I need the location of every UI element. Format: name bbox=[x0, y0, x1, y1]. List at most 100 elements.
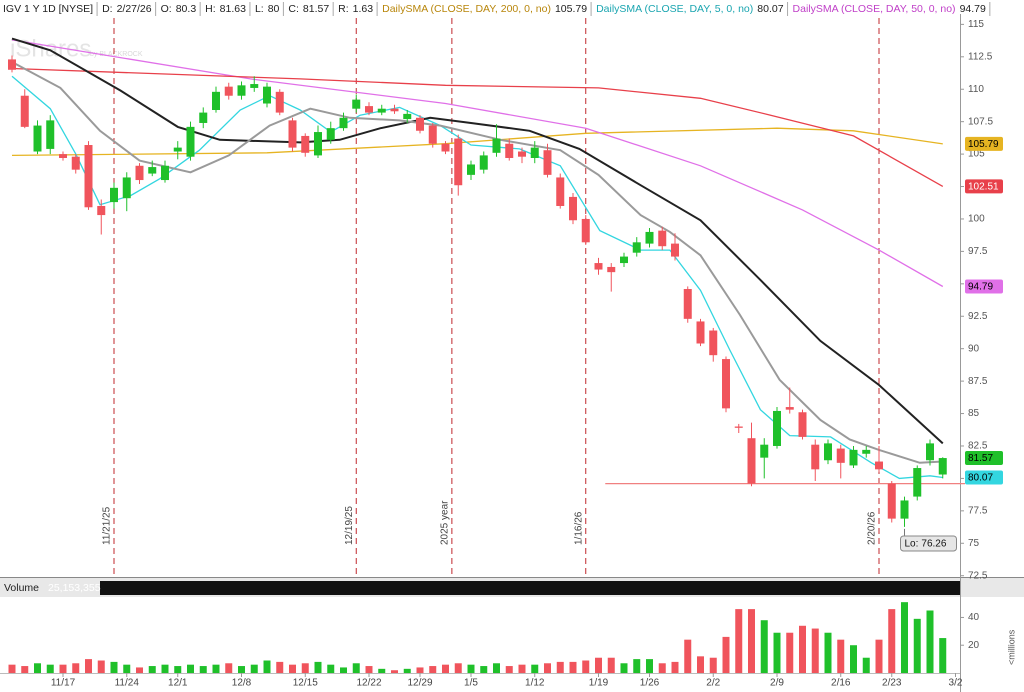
y-tick-label: 20 bbox=[968, 640, 980, 651]
volume-bar bbox=[187, 664, 194, 673]
candle-body bbox=[33, 125, 42, 152]
volume-bar bbox=[939, 638, 947, 673]
x-tick-label: 12/15 bbox=[293, 678, 318, 689]
y-tick-label: 105 bbox=[968, 149, 985, 160]
candle-body bbox=[530, 147, 539, 158]
volume-bar bbox=[658, 663, 666, 673]
volume-bar bbox=[378, 668, 386, 673]
legend-entry: DailySMA (CLOSE, DAY, 200, 0, no) bbox=[382, 3, 551, 15]
symbol: IGV 1 Y 1D [NYSE] bbox=[3, 3, 93, 15]
candle-body bbox=[224, 86, 233, 96]
x-tick-label: 1/12 bbox=[525, 678, 545, 689]
plot-area: 11/21/25 12/19/25 2025 year 1/16/26 2/20/26 L… bbox=[8, 18, 965, 673]
candle-body bbox=[581, 218, 590, 243]
y-tick-label: 82.5 bbox=[968, 441, 988, 452]
sma-bubble-bg bbox=[965, 279, 1003, 294]
volume-bar bbox=[442, 664, 449, 673]
volume-bar bbox=[913, 618, 921, 673]
candle-body bbox=[186, 126, 195, 157]
candle-body bbox=[173, 147, 182, 152]
candle-body bbox=[148, 167, 157, 174]
volume-bar bbox=[327, 664, 335, 673]
event-label: 11/21/25 bbox=[102, 506, 113, 545]
x-tick-label: 3/2 bbox=[949, 678, 963, 689]
candle-body bbox=[390, 108, 399, 112]
y-tick-label: 100 bbox=[968, 214, 985, 225]
volume-bar bbox=[480, 666, 488, 673]
candle-body bbox=[20, 95, 29, 127]
volume-bar bbox=[684, 639, 692, 673]
candle-body bbox=[428, 125, 437, 144]
volume-bar bbox=[276, 661, 284, 673]
sma-line bbox=[11, 39, 944, 288]
volume-bar bbox=[786, 632, 794, 673]
volume-header-bar bbox=[100, 581, 960, 595]
x-tick-label: 1/19 bbox=[589, 678, 609, 689]
volume-bar bbox=[544, 663, 551, 673]
volume-bar bbox=[582, 660, 590, 673]
y-tick-label: 115 bbox=[968, 19, 984, 30]
sma-bubble: 94.79 bbox=[968, 282, 993, 293]
volume-bar bbox=[837, 639, 845, 673]
candle-body bbox=[862, 449, 871, 454]
low-label: Lo: bbox=[905, 539, 919, 550]
volume-bar bbox=[250, 664, 258, 673]
candle-body bbox=[747, 438, 756, 484]
candle-body bbox=[645, 231, 654, 244]
candle-body bbox=[594, 263, 603, 270]
candle-body bbox=[836, 448, 845, 463]
candle-body bbox=[250, 84, 259, 88]
volume-bar bbox=[875, 639, 883, 673]
candle-body bbox=[556, 177, 565, 206]
volume-bar bbox=[760, 620, 768, 673]
candle-body bbox=[683, 289, 692, 319]
legend-value: 80.07 bbox=[757, 3, 783, 15]
candle-body bbox=[46, 120, 55, 149]
legend-entry: DailySMA (CLOSE, DAY, 50, 0, no) bbox=[793, 3, 956, 15]
candle-body bbox=[161, 165, 169, 181]
date-value: 2/27/26 bbox=[117, 3, 152, 15]
x-tick-label: 11/17 bbox=[51, 678, 76, 689]
candle-body bbox=[479, 155, 488, 170]
open-value: 80.3 bbox=[176, 3, 197, 15]
candle-body bbox=[875, 461, 883, 470]
candle-body bbox=[122, 177, 131, 199]
candle-body bbox=[900, 500, 909, 519]
event-label: 12/19/25 bbox=[344, 506, 355, 545]
volume-bar bbox=[174, 666, 182, 673]
x-tick-label: 2/2 bbox=[706, 678, 720, 689]
volume-title: Volume bbox=[4, 582, 39, 594]
sma-bubble-bg bbox=[965, 470, 1003, 485]
x-tick-label: 12/29 bbox=[407, 678, 432, 689]
volume-bar bbox=[416, 667, 424, 673]
volume-unit: <millions bbox=[1006, 629, 1016, 665]
candle-body bbox=[441, 143, 450, 152]
event-label: 2025 year bbox=[440, 500, 451, 545]
candle-body bbox=[785, 407, 794, 410]
y-tick-label: 92.5 bbox=[968, 311, 988, 322]
sma-line bbox=[11, 67, 944, 187]
volume-bar bbox=[862, 657, 870, 673]
candle-body bbox=[403, 113, 412, 120]
volume-bar bbox=[799, 625, 806, 673]
volume-bar bbox=[811, 628, 819, 673]
candle-body bbox=[416, 117, 424, 131]
volume-bar bbox=[148, 666, 156, 673]
candle-body bbox=[824, 443, 832, 461]
candle-body bbox=[760, 444, 769, 458]
sma-bubble-bg bbox=[965, 136, 1003, 151]
candle-body bbox=[773, 410, 781, 446]
candle-body bbox=[632, 242, 641, 253]
candle-body bbox=[913, 468, 922, 497]
volume-bar bbox=[493, 663, 500, 673]
high-value: 81.63 bbox=[220, 3, 246, 15]
x-tick-label: 1/5 bbox=[464, 678, 478, 689]
field-label: O: bbox=[161, 3, 172, 15]
volume-bar bbox=[467, 664, 475, 673]
y-tick-label: 112.5 bbox=[968, 51, 993, 62]
sma-bubble: 105.79 bbox=[968, 139, 999, 150]
volume-bar bbox=[403, 668, 411, 673]
legend-value: 105.79 bbox=[555, 3, 587, 15]
candle-body bbox=[110, 187, 118, 203]
candle-body bbox=[518, 151, 526, 157]
